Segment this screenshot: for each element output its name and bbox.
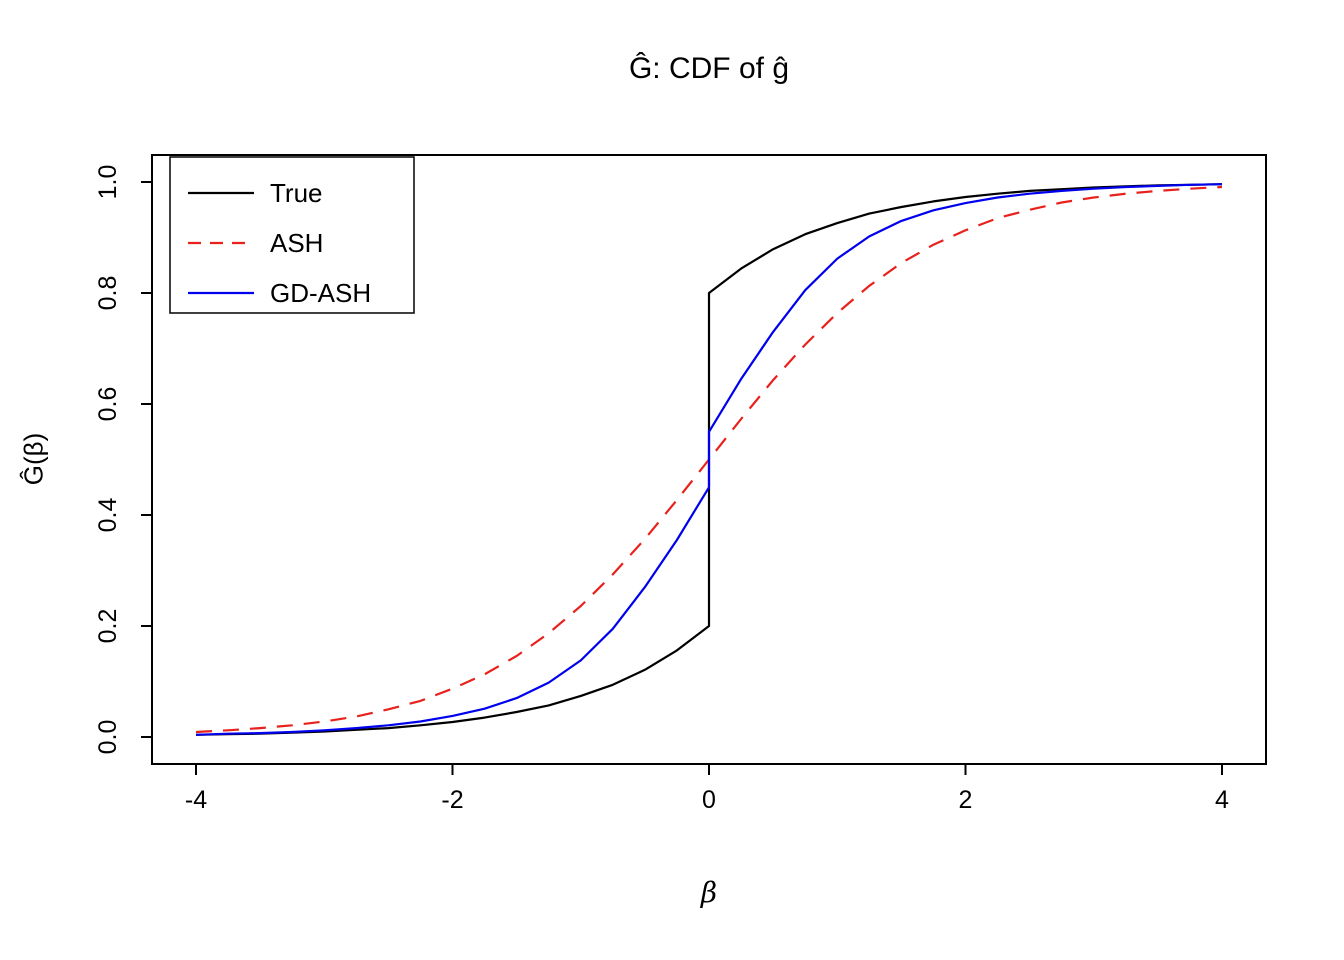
legend-box <box>169 156 415 314</box>
y-tick-label: 0.6 <box>94 387 122 422</box>
y-tick-label: 0.0 <box>94 720 122 755</box>
chart-title: Ĝ: CDF of ĝ <box>628 52 790 85</box>
y-tick-label: 0.2 <box>94 609 122 644</box>
x-tick-label: -2 <box>441 786 463 814</box>
x-tick-label: 2 <box>959 786 973 814</box>
legend-label-true: True <box>270 178 323 208</box>
x-tick-label: -4 <box>185 786 207 814</box>
legend-label-gd-ash: GD-ASH <box>270 278 371 308</box>
y-tick-label: 0.4 <box>94 498 122 533</box>
x-tick-label: 0 <box>702 786 716 814</box>
x-tick-label: 4 <box>1215 786 1229 814</box>
y-tick-label: 0.8 <box>94 276 122 311</box>
legend-label-ash: ASH <box>270 228 323 258</box>
y-tick-label: 1.0 <box>94 165 122 200</box>
series-line-gd-ash <box>195 183 1223 736</box>
x-axis-label: β <box>700 876 718 909</box>
